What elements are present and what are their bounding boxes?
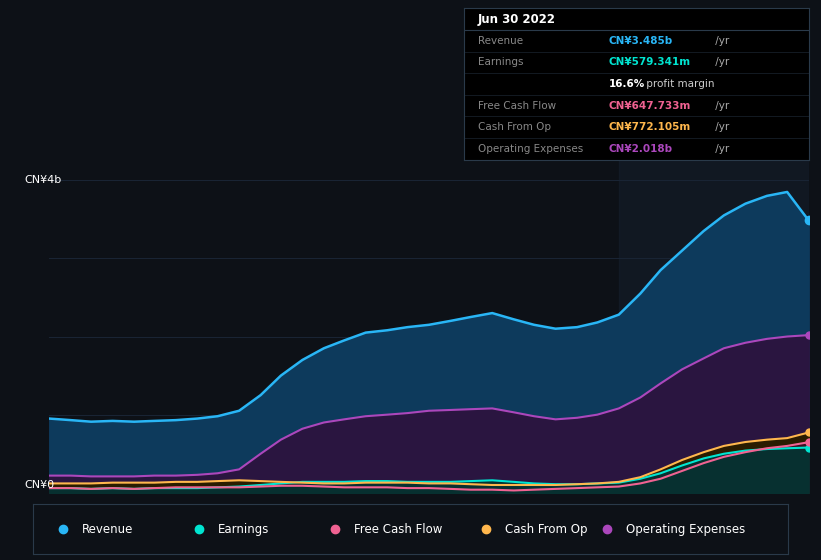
- Text: Jun 30 2022: Jun 30 2022: [478, 13, 556, 26]
- Text: Operating Expenses: Operating Expenses: [626, 522, 745, 536]
- Text: Revenue: Revenue: [478, 36, 523, 46]
- Text: /yr: /yr: [712, 101, 729, 111]
- Text: /yr: /yr: [712, 122, 729, 132]
- Text: /yr: /yr: [712, 144, 729, 154]
- Text: /yr: /yr: [712, 36, 729, 46]
- Text: Cash From Op: Cash From Op: [505, 522, 587, 536]
- Text: Free Cash Flow: Free Cash Flow: [354, 522, 443, 536]
- Text: CN¥0: CN¥0: [25, 480, 55, 490]
- Text: /yr: /yr: [712, 58, 729, 67]
- Text: Cash From Op: Cash From Op: [478, 122, 551, 132]
- Text: profit margin: profit margin: [643, 79, 714, 89]
- Text: Free Cash Flow: Free Cash Flow: [478, 101, 556, 111]
- Text: Earnings: Earnings: [478, 58, 523, 67]
- Text: 16.6%: 16.6%: [608, 79, 645, 89]
- Text: CN¥3.485b: CN¥3.485b: [608, 36, 673, 46]
- Bar: [619, 157, 809, 493]
- Text: CN¥579.341m: CN¥579.341m: [608, 58, 690, 67]
- Text: Revenue: Revenue: [82, 522, 133, 536]
- Text: Earnings: Earnings: [218, 522, 269, 536]
- Text: Operating Expenses: Operating Expenses: [478, 144, 583, 154]
- Text: CN¥2.018b: CN¥2.018b: [608, 144, 673, 154]
- Text: CN¥4b: CN¥4b: [25, 175, 62, 185]
- Text: CN¥772.105m: CN¥772.105m: [608, 122, 691, 132]
- Text: CN¥647.733m: CN¥647.733m: [608, 101, 691, 111]
